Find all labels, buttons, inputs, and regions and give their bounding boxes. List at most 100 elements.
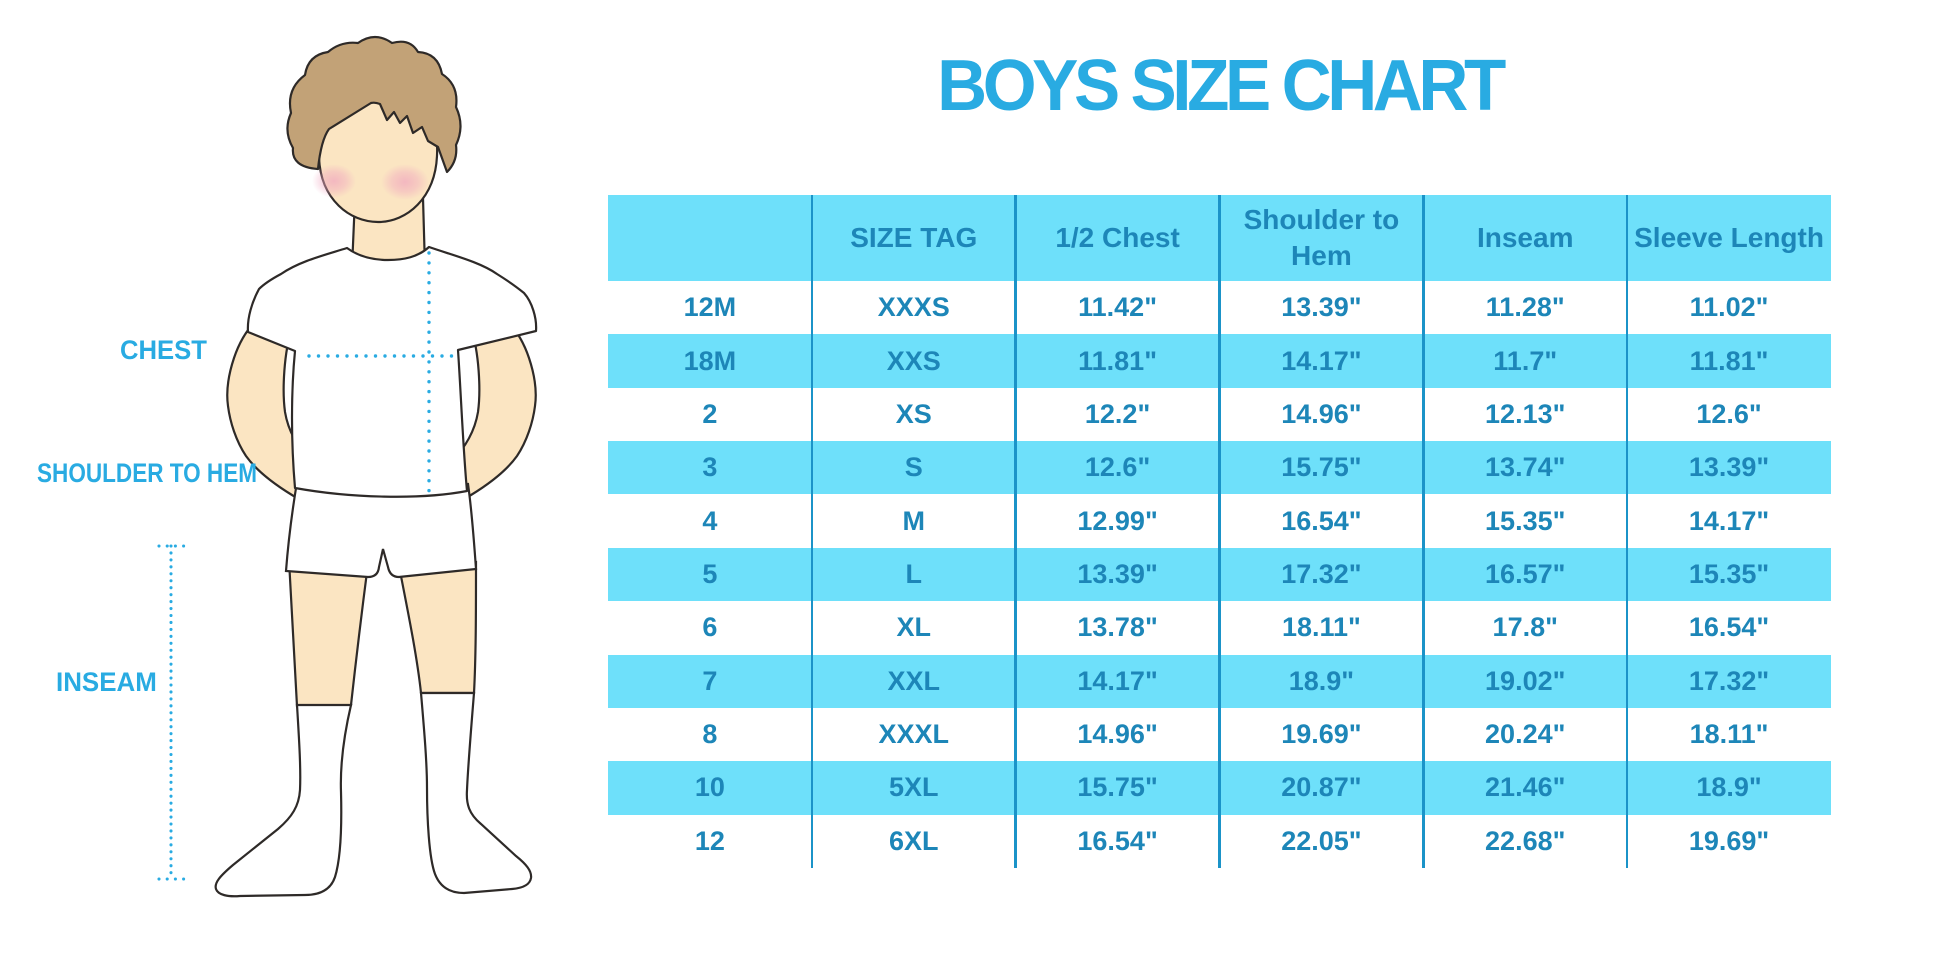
cell-12M-3: 13.39": [1281, 292, 1362, 323]
cell-6-2: 13.78": [1077, 612, 1158, 643]
cell-4-4: 15.35": [1485, 505, 1566, 536]
boy-measurement-figure: [157, 35, 538, 898]
cell-12M-0: 12M: [683, 292, 737, 323]
cell-8-3: 19.69": [1281, 719, 1362, 750]
cell-4-2: 12.99": [1077, 505, 1158, 536]
cell-12-1: 6XL: [888, 825, 939, 856]
cell-2-4: 12.13": [1485, 398, 1566, 429]
cell-10-2: 15.75": [1077, 772, 1158, 803]
cell-7-1: XXL: [887, 665, 940, 696]
shorts: [284, 480, 478, 579]
cell-10-5: 18.9": [1696, 772, 1762, 803]
cell-8-5: 18.11": [1689, 719, 1769, 750]
header-cell-2: 1/2 Chest: [1055, 222, 1180, 253]
column-separator-3: [1218, 195, 1221, 868]
cell-2-2: 12.2": [1084, 398, 1151, 429]
left-arm: [226, 313, 314, 505]
cell-7-0: 7: [702, 665, 718, 696]
cell-18M-0: 18M: [683, 345, 737, 376]
table-row-12M: 12M XXXS 11.42" 13.39" 11.28" 11.02": [608, 281, 1831, 334]
header-cell-0: [608, 195, 812, 281]
cell-3-5: 13.39": [1688, 452, 1770, 483]
table-row-12: 12 6XL 16.54" 22.05" 22.68" 19.69": [608, 815, 1831, 868]
cell-3-2: 12.6": [1084, 452, 1151, 483]
cell-18M-5: 11.81": [1689, 345, 1769, 376]
cell-2-3: 14.96": [1281, 398, 1362, 429]
cell-6-4: 17.8": [1492, 612, 1558, 643]
column-separator-4: [1422, 195, 1425, 868]
cell-12-4: 22.68": [1485, 825, 1566, 856]
cell-12-2: 16.54": [1077, 825, 1158, 856]
cell-4-0: 4: [702, 505, 718, 536]
cell-2-0: 2: [702, 398, 718, 429]
cell-18M-3: 14.17": [1281, 345, 1362, 376]
cell-12M-5: 11.02": [1689, 292, 1769, 323]
cell-4-3: 16.54": [1281, 505, 1362, 536]
cell-12-0: 12: [694, 825, 725, 856]
right-sock: [419, 691, 533, 895]
cell-3-0: 3: [702, 452, 718, 483]
cell-8-2: 14.96": [1077, 719, 1158, 750]
cell-5-5: 15.35": [1688, 558, 1770, 589]
cell-12-3: 22.05": [1281, 825, 1362, 856]
table-row-6: 6 XL 13.78" 18.11" 17.8" 16.54": [608, 601, 1831, 654]
cell-18M-4: 11.7": [1493, 345, 1558, 376]
cell-8-4: 20.24": [1485, 719, 1566, 750]
cell-3-4: 13.74": [1485, 452, 1566, 483]
size-table: SIZE TAG 1/2 Chest Shoulder to Hem Inseam Sl…: [608, 195, 1831, 868]
cell-6-5: 16.54": [1688, 612, 1770, 643]
cell-12M-4: 11.28": [1485, 292, 1565, 323]
cell-3-1: S: [904, 452, 923, 483]
left-sock: [214, 703, 353, 898]
right-leg: [397, 560, 478, 695]
header-cell-4: Inseam: [1476, 222, 1574, 253]
cell-10-0: 10: [694, 772, 725, 803]
cell-3-3: 15.75": [1281, 452, 1362, 483]
cell-8-0: 8: [702, 719, 718, 750]
cell-18M-1: XXS: [886, 345, 941, 376]
cell-2-5: 12.6": [1696, 398, 1762, 429]
cell-10-1: 5XL: [888, 772, 939, 803]
header-cell-3: Shoulder to Hem: [1243, 204, 1400, 271]
cell-5-3: 17.32": [1281, 558, 1362, 589]
cell-2-1: XS: [895, 398, 932, 429]
left-leg: [287, 558, 370, 708]
left-blush: [312, 164, 356, 198]
measurement-guides: [157, 251, 458, 881]
table-row-4: 4 M 12.99" 16.54" 15.35" 14.17": [608, 494, 1831, 547]
header-cell-5: Sleeve Length: [1634, 222, 1824, 253]
cell-4-5: 14.17": [1688, 505, 1770, 536]
cell-6-3: 18.11": [1281, 612, 1361, 643]
cell-7-4: 19.02": [1485, 665, 1566, 696]
shoulder-to-hem-label: SHOULDER TO HEM: [37, 458, 258, 488]
t-shirt: [246, 245, 538, 498]
cell-5-1: L: [905, 558, 922, 589]
cell-12M-1: XXXS: [877, 292, 950, 323]
cell-12M-2: 11.42": [1078, 292, 1158, 323]
cell-18M-2: 11.81": [1078, 345, 1158, 376]
cell-5-4: 16.57": [1485, 558, 1566, 589]
hair: [286, 35, 462, 174]
table-row-8: 8 XXXL 14.96" 19.69" 20.24" 18.11": [608, 708, 1831, 761]
cell-6-0: 6: [702, 612, 718, 643]
cell-4-1: M: [902, 505, 925, 536]
cell-7-2: 14.17": [1077, 665, 1158, 696]
column-separator-2: [1014, 195, 1017, 868]
cell-5-2: 13.39": [1077, 558, 1158, 589]
inseam-label: INSEAM: [56, 667, 157, 697]
cell-10-4: 21.46": [1485, 772, 1566, 803]
column-separator-1: [810, 195, 814, 868]
right-blush: [381, 164, 429, 200]
table-row-2: 2 XS 12.2" 14.96" 12.13" 12.6": [608, 388, 1831, 441]
cell-10-3: 20.87": [1281, 772, 1362, 803]
cell-5-0: 5: [702, 558, 718, 589]
cell-8-1: XXXL: [878, 719, 949, 750]
chart-title: BOYS SIZE CHART: [937, 46, 1506, 126]
header-cell-1: SIZE TAG: [850, 222, 978, 253]
cell-12-5: 19.69": [1688, 825, 1770, 856]
cell-6-1: XL: [896, 612, 931, 643]
chest-label: CHEST: [120, 335, 207, 365]
cell-7-3: 18.9": [1288, 665, 1355, 696]
column-separator-5: [1625, 195, 1629, 868]
